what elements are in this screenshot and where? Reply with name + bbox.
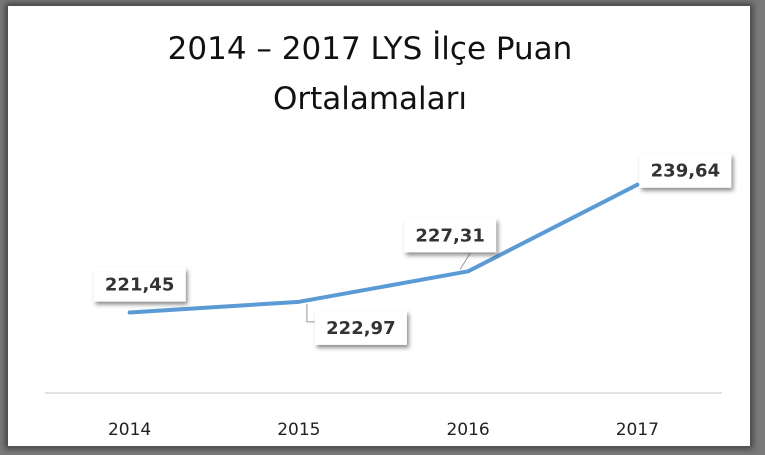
x-tick-label: 2015 <box>277 420 320 440</box>
data-label-box <box>314 310 407 345</box>
leader-line <box>306 303 317 323</box>
data-label: 221,45 <box>105 275 174 296</box>
x-tick-label: 2016 <box>446 420 489 440</box>
line <box>127 182 640 315</box>
x-tick-label: 2014 <box>108 420 151 440</box>
data-label: 222,97 <box>326 318 395 339</box>
data-label-box <box>639 153 732 188</box>
leader-line <box>459 253 471 270</box>
data-label-box <box>93 267 186 302</box>
data-label-box <box>404 218 497 253</box>
data-label: 227,31 <box>415 225 484 246</box>
chart-area <box>8 6 750 446</box>
chart-title: 2014 – 2017 LYS İlçe Puan Ortalamaları <box>167 31 573 117</box>
x-tick-label: 2017 <box>616 420 659 440</box>
data-label: 239,64 <box>651 161 720 182</box>
